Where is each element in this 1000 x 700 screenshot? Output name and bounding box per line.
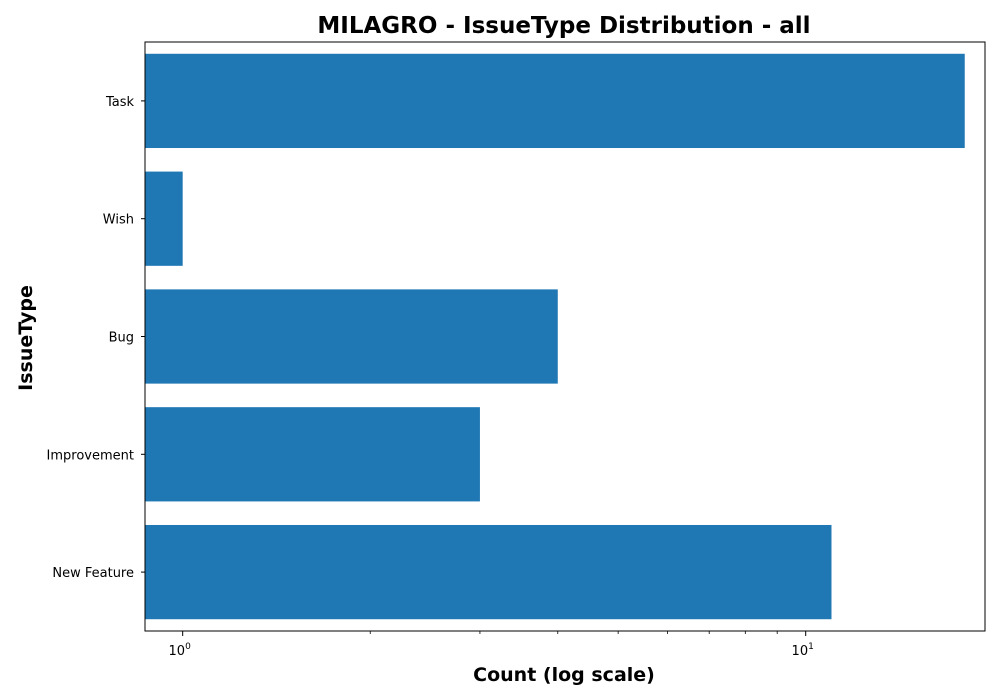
bars-layer xyxy=(145,53,965,620)
bar-task xyxy=(145,53,965,149)
y-tick-label-improvement: Improvement xyxy=(47,448,134,463)
y-tick-label-new-feature: New Feature xyxy=(52,566,134,581)
chart-title: MILAGRO - IssueType Distribution - all xyxy=(317,13,810,39)
y-tick-label-bug: Bug xyxy=(109,331,134,346)
bar-improvement xyxy=(145,407,480,502)
bar-wish xyxy=(145,171,183,266)
x-tick-label-10-pow-1: 101 xyxy=(792,642,814,659)
y-tick-label-wish: Wish xyxy=(103,213,134,228)
y-tick-label-task: Task xyxy=(105,95,135,110)
bar-bug xyxy=(145,289,558,384)
x-tick-label-10-pow-0: 100 xyxy=(169,642,192,659)
x-axis-ticks: 100 101 xyxy=(169,631,814,659)
y-axis-label: IssueType xyxy=(15,285,37,391)
bar-new-feature xyxy=(145,524,832,620)
y-axis-ticks: New Feature Improvement Bug Wish Task xyxy=(47,95,145,581)
x-axis-label: Count (log scale) xyxy=(473,664,655,686)
